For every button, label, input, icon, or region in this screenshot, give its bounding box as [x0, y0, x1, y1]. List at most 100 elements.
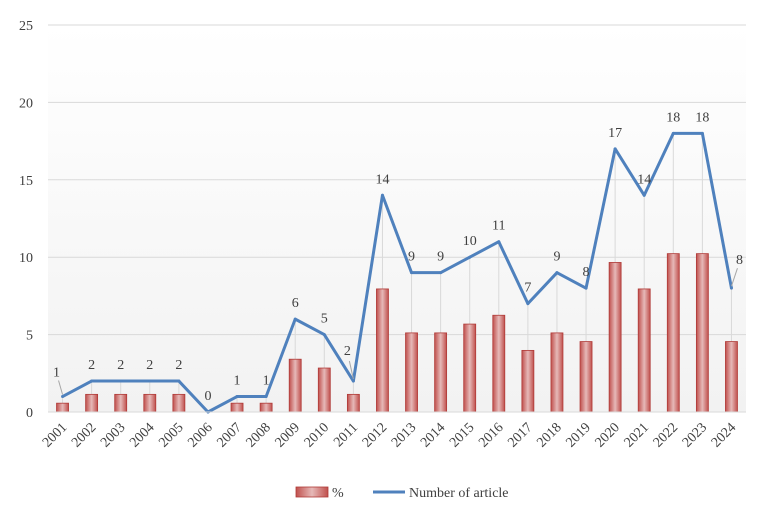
bar-2022: [666, 253, 680, 413]
x-tick-label: 2009: [273, 420, 303, 450]
x-tick-label: 2011: [331, 420, 361, 450]
data-label-2010: 5: [321, 312, 328, 327]
x-tick-label: 2004: [127, 420, 157, 450]
data-label-2018: 9: [553, 250, 560, 265]
x-tick-label: 2008: [244, 420, 274, 450]
point-2014: [439, 271, 443, 275]
point-2010: [322, 333, 326, 337]
bar-2020: [608, 262, 622, 413]
data-label-2001: 1: [53, 366, 60, 381]
point-2005: [177, 379, 181, 383]
point-2009: [293, 317, 297, 321]
point-2008: [264, 395, 268, 399]
data-label-2006: 0: [204, 389, 211, 404]
point-2012: [380, 193, 384, 197]
y-tick-label: 15: [19, 174, 33, 189]
point-2018: [555, 271, 559, 275]
bar-2009: [288, 358, 302, 413]
y-tick-label: 10: [19, 251, 33, 266]
y-tick-label: 20: [19, 96, 33, 111]
data-label-2024: 8: [736, 253, 743, 268]
data-label-2011: 2: [344, 344, 351, 359]
bar-2018: [550, 332, 564, 413]
bar-2013: [405, 332, 418, 413]
data-label-2007: 1: [234, 374, 241, 389]
x-tick-label: 2017: [505, 420, 535, 450]
bar-2014: [434, 332, 448, 413]
x-tick-label: 2001: [40, 420, 70, 450]
x-tick-label: 2015: [447, 420, 477, 450]
plot-area: [48, 25, 746, 412]
point-2001: [61, 395, 65, 399]
data-label-2012: 14: [375, 172, 389, 187]
leader-line: [58, 380, 64, 395]
bar-2023: [695, 253, 709, 413]
point-2011: [351, 379, 355, 383]
bar-2003: [114, 393, 128, 413]
point-2023: [700, 131, 704, 135]
bar-2004: [143, 393, 157, 413]
data-label-2022: 18: [666, 110, 680, 125]
bar-2016: [492, 314, 506, 413]
point-2007: [235, 395, 239, 399]
y-tick-label: 5: [26, 329, 33, 344]
point-2017: [526, 302, 530, 306]
series-line-number-of-article: [61, 131, 733, 414]
bar-2010: [317, 367, 331, 413]
x-tick-label: 2002: [69, 420, 99, 450]
bar-2021: [637, 288, 651, 413]
data-label-2008: 1: [263, 374, 270, 389]
point-2021: [642, 193, 646, 197]
point-2020: [613, 147, 617, 151]
x-tick-label: 2016: [476, 420, 506, 450]
data-label-2019: 8: [583, 265, 590, 280]
bar-2017: [521, 349, 535, 413]
x-tick-label: 2005: [156, 420, 186, 450]
legend-label-number-of-article: Number of article: [409, 486, 509, 501]
data-label-2016: 11: [492, 219, 505, 234]
legend-swatch-percent: [295, 486, 329, 498]
bar-2015: [463, 323, 477, 413]
data-label-2021: 14: [637, 172, 651, 187]
x-tick-label: 2019: [563, 420, 593, 450]
x-tick-label: 2022: [651, 420, 681, 450]
point-2004: [148, 379, 152, 383]
bar-2007: [230, 402, 244, 413]
x-tick-label: 2012: [360, 420, 390, 450]
x-tick-label: 2006: [185, 420, 215, 450]
x-tick-label: 2014: [418, 420, 448, 450]
bar-2001: [56, 402, 69, 413]
point-2022: [671, 131, 675, 135]
data-label-2003: 2: [117, 358, 124, 373]
bar-2012: [376, 288, 389, 413]
point-2015: [468, 255, 472, 259]
bar-2024: [725, 341, 738, 413]
x-tick-label: 2018: [534, 420, 564, 450]
y-tick-label: 25: [19, 19, 33, 34]
data-label-2002: 2: [88, 358, 95, 373]
bar-2019: [579, 341, 593, 413]
point-2013: [410, 271, 414, 275]
leader-line: [348, 360, 354, 380]
x-tick-label: 2010: [302, 420, 332, 450]
x-tick-label: 2003: [98, 420, 128, 450]
data-label-2023: 18: [695, 110, 709, 125]
point-2024: [729, 286, 733, 290]
legend-label-percent: %: [332, 486, 344, 501]
y-tick-label: 0: [26, 406, 33, 421]
x-tick-label: 2024: [709, 420, 739, 450]
point-2016: [497, 240, 501, 244]
data-label-2020: 17: [608, 126, 622, 141]
x-tick-label: 2020: [593, 420, 623, 450]
x-tick-label: 2021: [622, 420, 652, 450]
x-tick-label: 2007: [214, 420, 244, 450]
data-label-2009: 6: [292, 296, 299, 311]
leader-line: [730, 268, 738, 287]
data-label-2005: 2: [175, 358, 182, 373]
bar-2005: [172, 393, 186, 413]
x-tick-label: 2023: [680, 420, 710, 450]
data-label-2017: 7: [524, 281, 531, 296]
data-label-2015: 10: [463, 234, 477, 249]
